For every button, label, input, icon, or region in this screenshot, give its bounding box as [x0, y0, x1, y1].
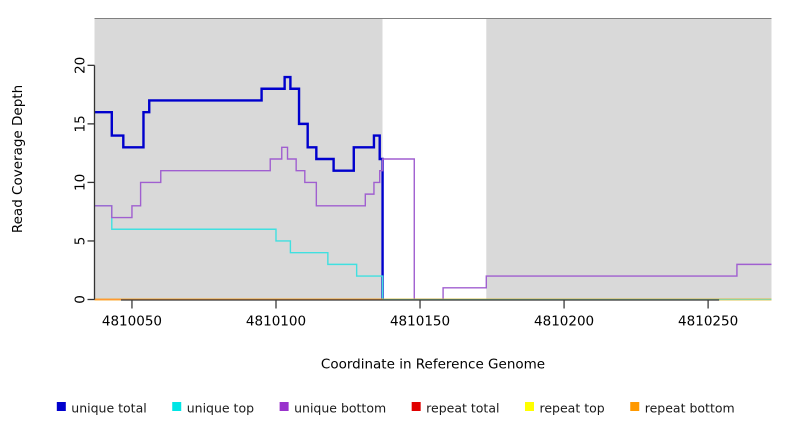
series-unique-top — [94, 205, 384, 300]
legend-swatch-repeat-total — [411, 402, 421, 411]
legend-label-unique-total: unique total — [71, 401, 146, 416]
axis-titles-group: Read Coverage Depth Coordinate in Referen… — [10, 85, 545, 373]
legend-label-repeat-total: repeat total — [426, 401, 499, 416]
x-tick-label: 4810100 — [246, 314, 306, 330]
y-tick-label: 5 — [73, 237, 89, 246]
x-tick-label: 4810050 — [102, 314, 162, 330]
y-tick-label: 15 — [73, 115, 89, 132]
x-tick-label: 4810200 — [534, 314, 594, 330]
x-tick-label: 4810150 — [390, 314, 450, 330]
chart-legend: unique total unique top unique bottom repea… — [56, 401, 735, 416]
y-tick-label: 20 — [73, 57, 89, 74]
background-bands — [94, 18, 772, 300]
legend-label-repeat-top: repeat top — [539, 401, 604, 416]
y-tick-label: 10 — [73, 174, 89, 191]
y-tick-label: 0 — [73, 295, 89, 304]
x-axis-title: Coordinate in Reference Genome — [321, 357, 545, 373]
axes-group — [87, 64, 720, 309]
legend-swatch-unique-top — [172, 402, 182, 411]
tick-labels-group: 0 5 10 15 20 4810050 4810100 4810150 4810200 4810… — [73, 57, 739, 330]
series-unique-total — [94, 75, 384, 300]
band-unique-region-right — [486, 18, 772, 300]
legend-swatch-unique-bottom — [279, 402, 289, 411]
legend-label-unique-bottom: unique bottom — [294, 401, 386, 416]
band-unique-region-left — [94, 18, 383, 300]
y-axis-title: Read Coverage Depth — [10, 85, 26, 233]
legend-label-repeat-bottom: repeat bottom — [645, 401, 735, 416]
legend-swatch-unique-total — [56, 402, 66, 411]
legend-swatch-repeat-bottom — [630, 402, 640, 411]
legend-swatch-repeat-top — [524, 402, 534, 411]
legend-label-unique-top: unique top — [187, 401, 254, 416]
x-tick-label: 4810250 — [678, 314, 738, 330]
